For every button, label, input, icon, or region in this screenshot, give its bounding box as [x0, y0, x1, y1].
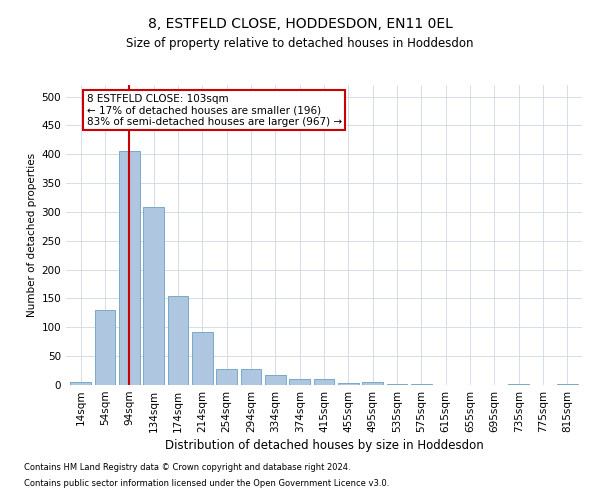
- Text: Size of property relative to detached houses in Hoddesdon: Size of property relative to detached ho…: [126, 38, 474, 51]
- Text: Contains public sector information licensed under the Open Government Licence v3: Contains public sector information licen…: [24, 478, 389, 488]
- Bar: [411, 384, 432, 385]
- Bar: [386, 384, 407, 385]
- Bar: [265, 374, 286, 385]
- Bar: [70, 382, 91, 385]
- Bar: [192, 332, 212, 385]
- Y-axis label: Number of detached properties: Number of detached properties: [27, 153, 37, 317]
- Bar: [314, 379, 334, 385]
- Bar: [95, 310, 115, 385]
- Bar: [241, 369, 262, 385]
- Text: 8 ESTFELD CLOSE: 103sqm
← 17% of detached houses are smaller (196)
83% of semi-d: 8 ESTFELD CLOSE: 103sqm ← 17% of detache…: [86, 94, 342, 127]
- Bar: [216, 369, 237, 385]
- Bar: [557, 384, 578, 385]
- Text: 8, ESTFELD CLOSE, HODDESDON, EN11 0EL: 8, ESTFELD CLOSE, HODDESDON, EN11 0EL: [148, 18, 452, 32]
- Bar: [289, 379, 310, 385]
- X-axis label: Distribution of detached houses by size in Hoddesdon: Distribution of detached houses by size …: [164, 439, 484, 452]
- Bar: [508, 384, 529, 385]
- Bar: [362, 382, 383, 385]
- Text: Contains HM Land Registry data © Crown copyright and database right 2024.: Contains HM Land Registry data © Crown c…: [24, 464, 350, 472]
- Bar: [119, 152, 140, 385]
- Bar: [167, 296, 188, 385]
- Bar: [338, 382, 359, 385]
- Bar: [143, 208, 164, 385]
